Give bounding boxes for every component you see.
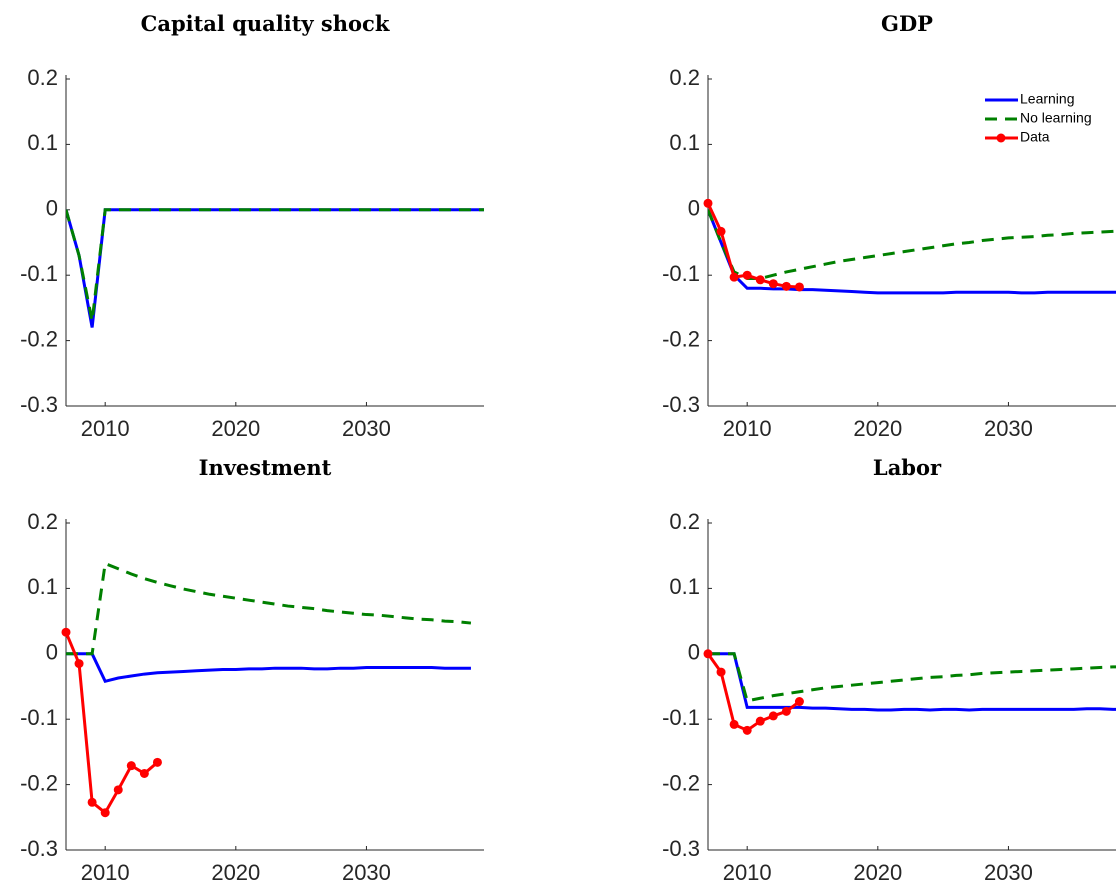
y-tick-label: -0.1 [20, 705, 58, 730]
y-tick-label: 0 [688, 640, 700, 665]
data-point [87, 797, 97, 807]
y-tick-label: 0.1 [27, 130, 58, 155]
data-point [703, 649, 713, 659]
series-line [708, 209, 1116, 295]
x-tick-label: 2020 [853, 860, 902, 885]
x-tick-label: 2030 [342, 416, 391, 441]
series-line [66, 561, 472, 656]
x-tick-label: 2020 [211, 416, 260, 441]
data-point [716, 667, 726, 677]
legend-label: Learning [1020, 91, 1075, 107]
x-tick-label: 2030 [984, 860, 1033, 885]
series-line [708, 209, 1116, 280]
data-point [100, 808, 110, 818]
y-tick-label: 0.2 [27, 65, 58, 90]
y-tick-label: -0.1 [662, 705, 700, 730]
x-tick-label: 2020 [211, 860, 260, 885]
series-line [66, 652, 471, 684]
x-tick-label: 2030 [984, 416, 1033, 441]
y-tick-label: -0.1 [20, 261, 58, 286]
y-tick-label: -0.3 [20, 392, 58, 417]
y-tick-label: 0.1 [669, 130, 700, 155]
y-tick-label: -0.1 [662, 261, 700, 286]
series-line [708, 652, 801, 733]
data-point [113, 785, 123, 795]
data-point [781, 281, 791, 291]
x-tick-label: 2030 [342, 860, 391, 885]
y-tick-label: 0.2 [669, 509, 700, 534]
data-point [139, 768, 149, 778]
data-point [716, 226, 726, 236]
data-point [755, 275, 765, 285]
y-tick-label: -0.2 [662, 770, 700, 795]
y-tick-label: -0.2 [662, 326, 700, 351]
data-point [768, 711, 778, 721]
y-tick-label: 0 [46, 196, 58, 221]
y-tick-label: 0.1 [669, 574, 700, 599]
series-line [708, 652, 1116, 712]
legend-label: Data [1020, 129, 1050, 145]
x-tick-label: 2010 [723, 860, 772, 885]
y-tick-label: 0 [688, 196, 700, 221]
data-point [703, 198, 713, 208]
legend-marker [996, 133, 1006, 143]
data-point [74, 659, 84, 669]
data-point [729, 272, 739, 282]
y-tick-label: -0.2 [20, 326, 58, 351]
y-tick-label: 0 [46, 640, 58, 665]
chart-title: Capital quality shock [141, 11, 390, 36]
data-point [742, 270, 752, 280]
y-tick-label: -0.3 [662, 836, 700, 861]
series-line [66, 208, 484, 322]
data-point [781, 706, 791, 716]
data-point [768, 279, 778, 289]
series-line [708, 652, 1116, 703]
x-tick-label: 2010 [81, 860, 130, 885]
y-tick-label: 0.1 [27, 574, 58, 599]
x-tick-label: 2020 [853, 416, 902, 441]
data-point [61, 627, 71, 637]
data-point [755, 716, 765, 726]
data-point [742, 725, 752, 735]
series-line [66, 208, 484, 328]
chart-title: Investment [199, 455, 332, 480]
data-point [729, 719, 739, 729]
chart-title: Labor [873, 455, 942, 480]
y-tick-label: -0.2 [20, 770, 58, 795]
data-point [126, 761, 136, 771]
chart-title: GDP [881, 11, 933, 36]
data-point [152, 757, 162, 767]
y-tick-label: -0.3 [20, 836, 58, 861]
x-tick-label: 2010 [723, 416, 772, 441]
y-tick-label: 0.2 [27, 509, 58, 534]
legend-label: No learning [1020, 110, 1092, 126]
y-tick-label: 0.2 [669, 65, 700, 90]
data-point [794, 697, 804, 707]
y-tick-label: -0.3 [662, 392, 700, 417]
x-tick-label: 2010 [81, 416, 130, 441]
data-point [794, 282, 804, 292]
